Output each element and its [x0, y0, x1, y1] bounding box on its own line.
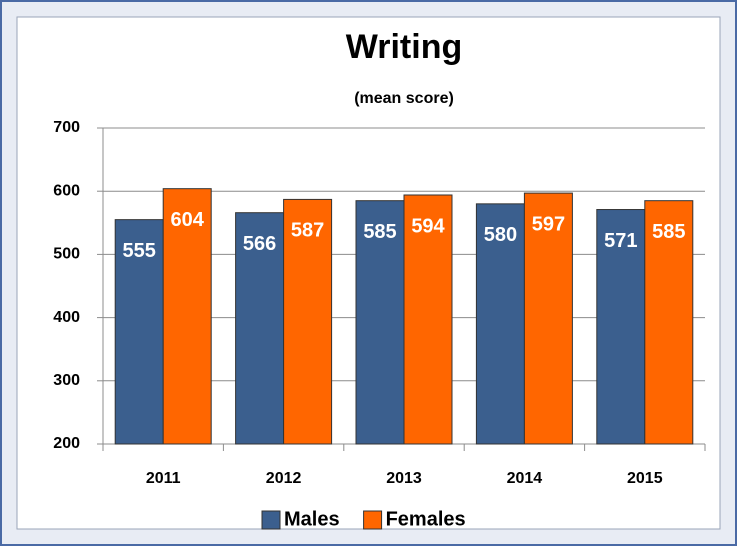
- data-label: 604: [171, 209, 205, 231]
- bar: [355, 200, 405, 445]
- y-tick-label: 400: [53, 309, 80, 326]
- x-tick-label: 2011: [146, 470, 181, 487]
- data-label: 585: [652, 221, 685, 243]
- data-label: 585: [363, 221, 396, 243]
- data-label: 580: [484, 224, 517, 246]
- bar: [644, 200, 694, 445]
- data-label: 597: [532, 213, 565, 235]
- data-label: 594: [411, 215, 445, 237]
- chart-subtitle: (mean score): [354, 90, 454, 107]
- y-tick-label: 200: [53, 435, 80, 452]
- bar: [162, 188, 212, 445]
- y-tick-label: 500: [53, 246, 80, 263]
- bar: [523, 192, 573, 445]
- legend-label: Males: [284, 508, 340, 530]
- x-tick-label: 2013: [386, 470, 422, 487]
- legend-swatch: [261, 510, 281, 530]
- x-tick-label: 2012: [266, 470, 302, 487]
- data-label: 566: [243, 233, 276, 255]
- x-tick-label: 2014: [507, 470, 543, 487]
- legend-label: Females: [386, 508, 466, 530]
- data-label: 571: [604, 230, 637, 252]
- x-tick-label: 2015: [627, 470, 663, 487]
- bar: [283, 198, 333, 445]
- bar: [235, 212, 285, 445]
- bar: [596, 209, 646, 445]
- bar: [403, 194, 453, 445]
- y-tick-label: 600: [53, 182, 80, 199]
- y-tick-label: 300: [53, 372, 80, 389]
- bar: [475, 203, 525, 445]
- bar: [114, 219, 164, 445]
- y-tick-label: 700: [53, 119, 80, 136]
- legend-swatch: [363, 510, 383, 530]
- data-label: 587: [291, 220, 324, 242]
- data-label: 555: [123, 240, 156, 262]
- chart-title: Writing: [346, 28, 462, 66]
